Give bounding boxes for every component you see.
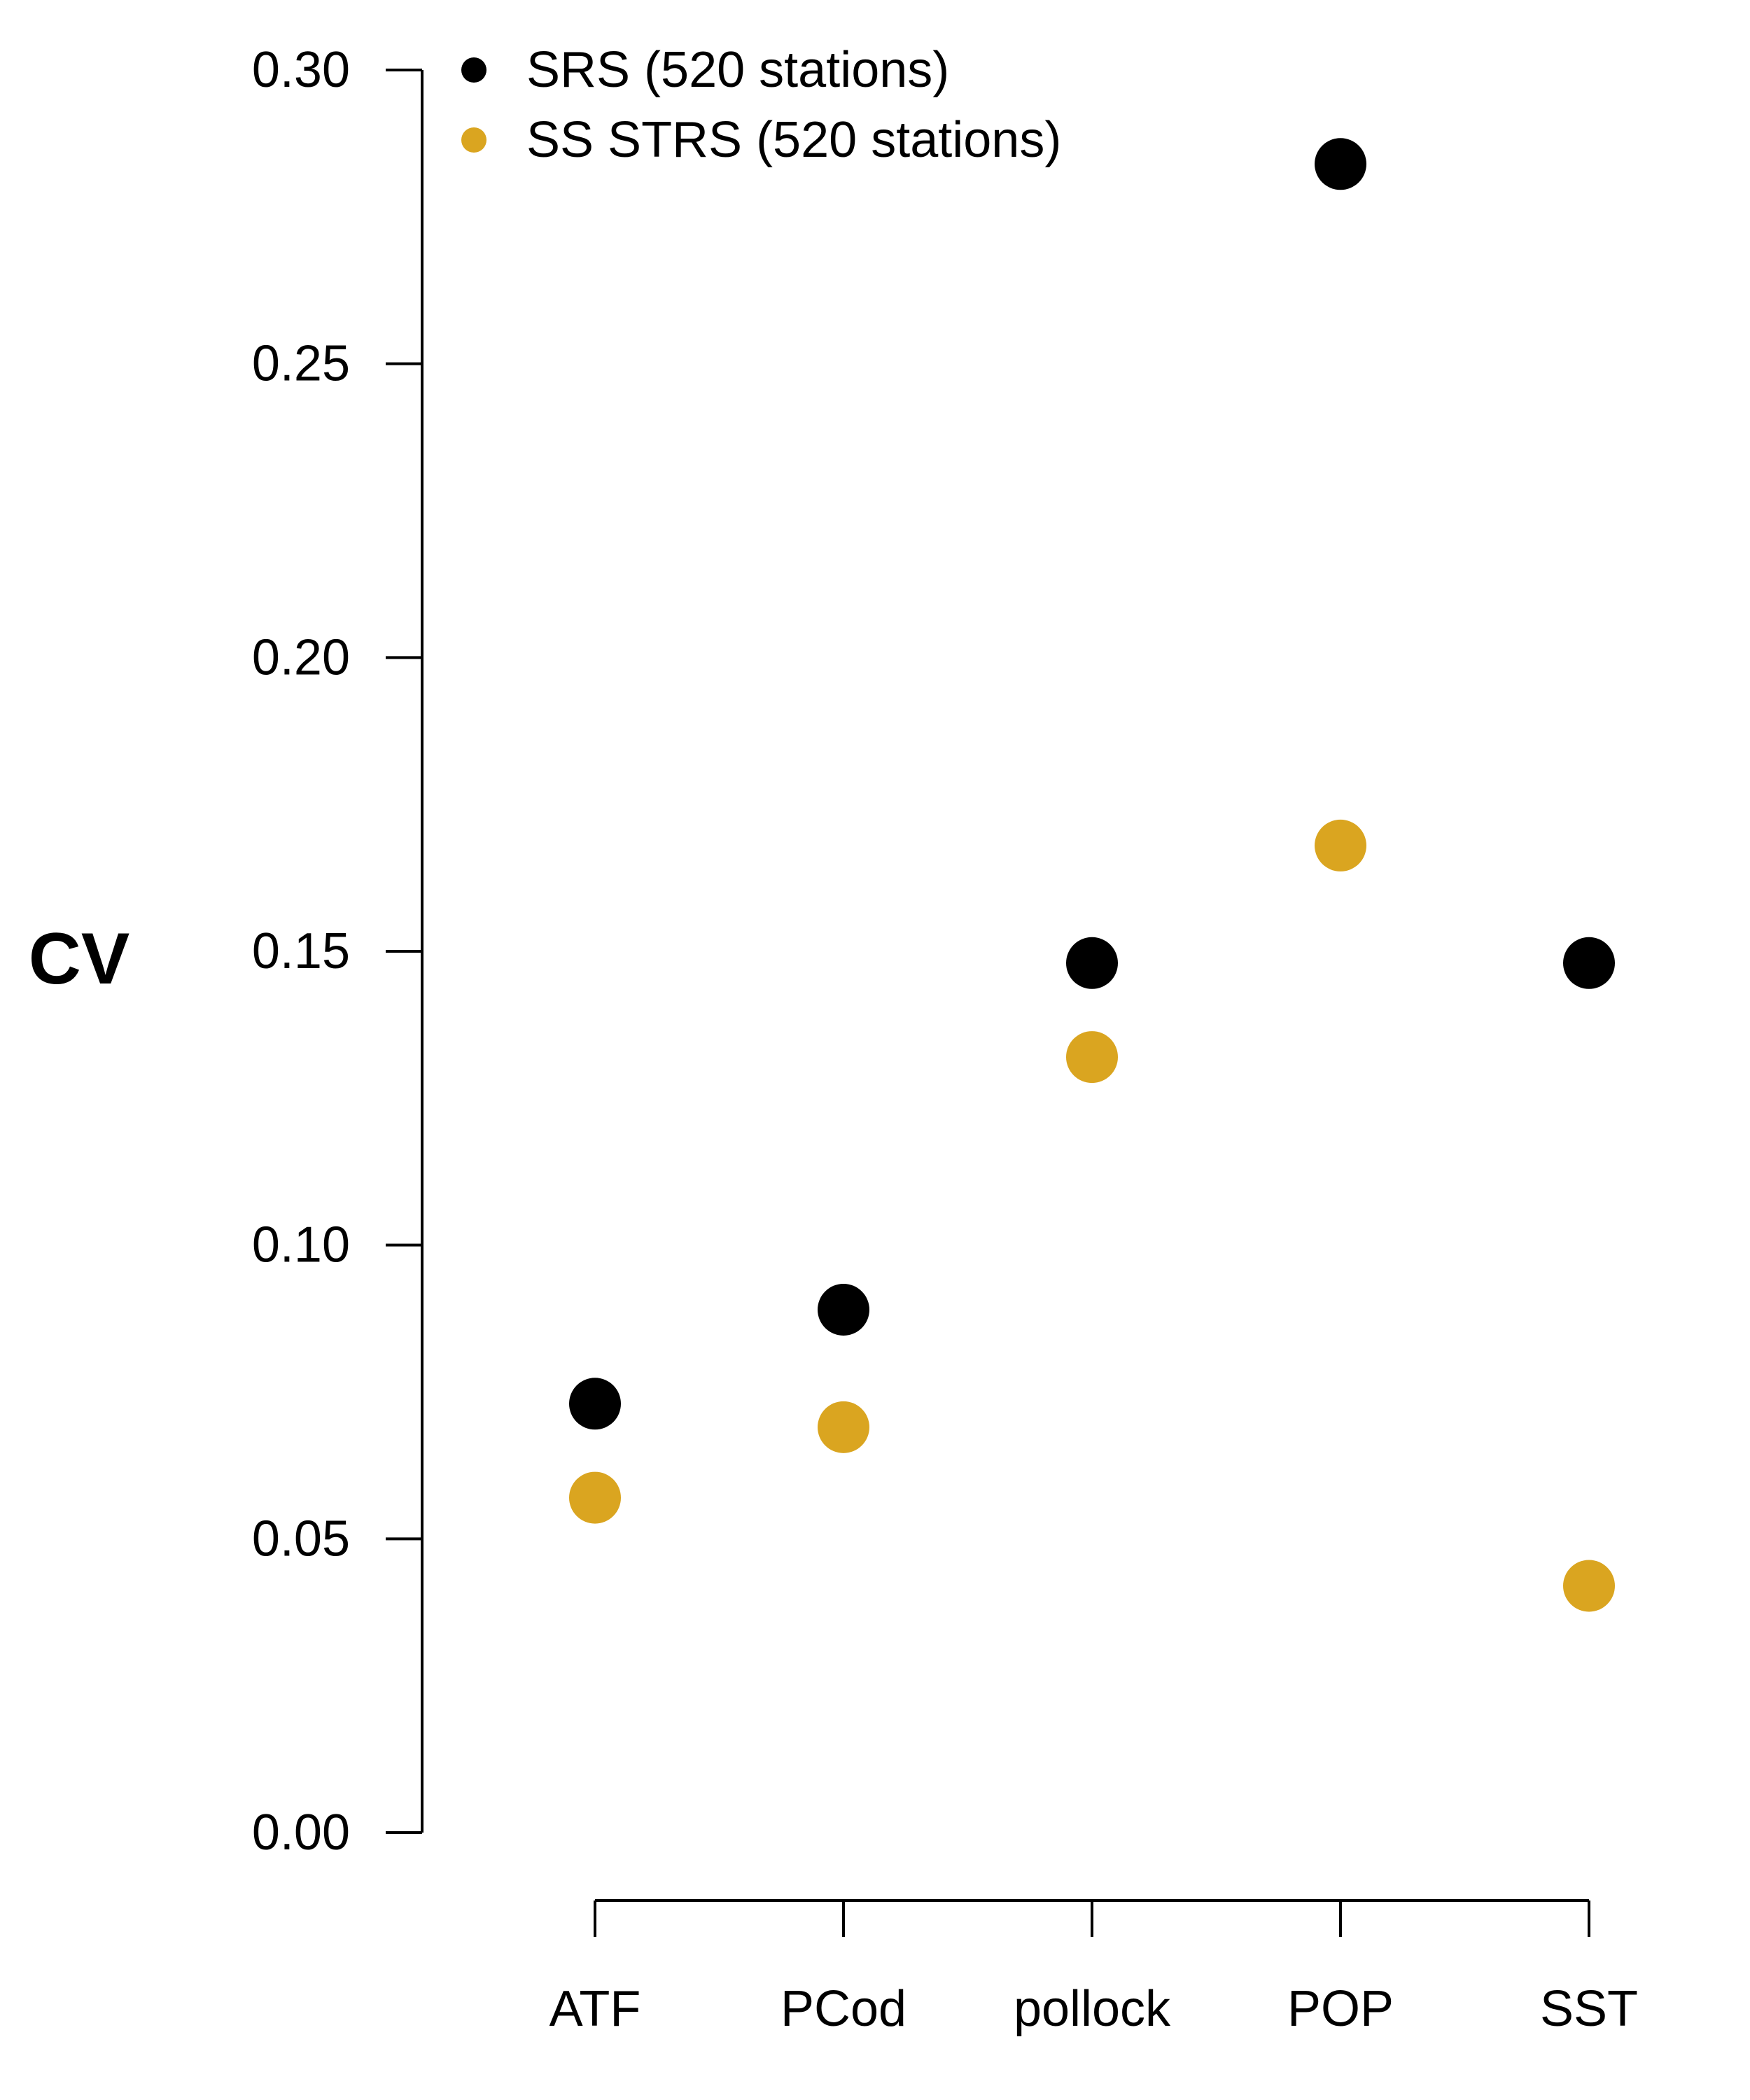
y-tick-label: 0.10 [252, 1217, 350, 1273]
data-point-ss-strs [569, 1471, 621, 1524]
legend: SRS (520 stations) SS STRS (520 stations) [461, 42, 1061, 168]
y-tick-label: 0.30 [252, 42, 350, 98]
y-tick-label: 0.15 [252, 923, 350, 979]
y-tick-label: 0.05 [252, 1511, 350, 1567]
x-tick-label: PCod [780, 1981, 906, 2037]
y-tick-label: 0.20 [252, 629, 350, 685]
legend-marker [461, 57, 486, 83]
y-tick-label: 0.00 [252, 1805, 350, 1861]
legend-label: SS STRS (520 stations) [526, 112, 1061, 168]
data-point-srs [1315, 138, 1366, 190]
data-points [569, 138, 1615, 1612]
x-tick-label: pollock [1014, 1981, 1171, 2037]
x-axis: ATF PCod pollock POP SST [550, 1899, 1638, 2037]
data-point-srs [569, 1378, 621, 1430]
data-point-srs [1066, 937, 1118, 989]
x-tick-label: ATF [550, 1981, 641, 2037]
y-axis-label: CV [29, 918, 130, 1000]
x-tick-label: POP [1287, 1981, 1394, 2037]
data-point-srs [818, 1283, 869, 1336]
x-tick-label: SST [1540, 1981, 1638, 2037]
y-tick-label: 0.25 [252, 336, 350, 392]
data-point-ss-strs [1563, 1560, 1615, 1612]
legend-label: SRS (520 stations) [526, 42, 949, 98]
data-point-ss-strs [1315, 819, 1366, 872]
y-ticks: 0.00 0.05 0.10 0.15 0.20 0.25 0.30 [252, 42, 422, 1861]
data-point-srs [1563, 937, 1615, 989]
legend-marker [461, 127, 486, 153]
x-ticks: ATF PCod pollock POP SST [550, 1900, 1638, 2037]
y-axis: 0.00 0.05 0.10 0.15 0.20 0.25 0.30 [252, 42, 424, 1861]
data-point-ss-strs [818, 1401, 869, 1453]
data-point-ss-strs [1066, 1031, 1118, 1084]
